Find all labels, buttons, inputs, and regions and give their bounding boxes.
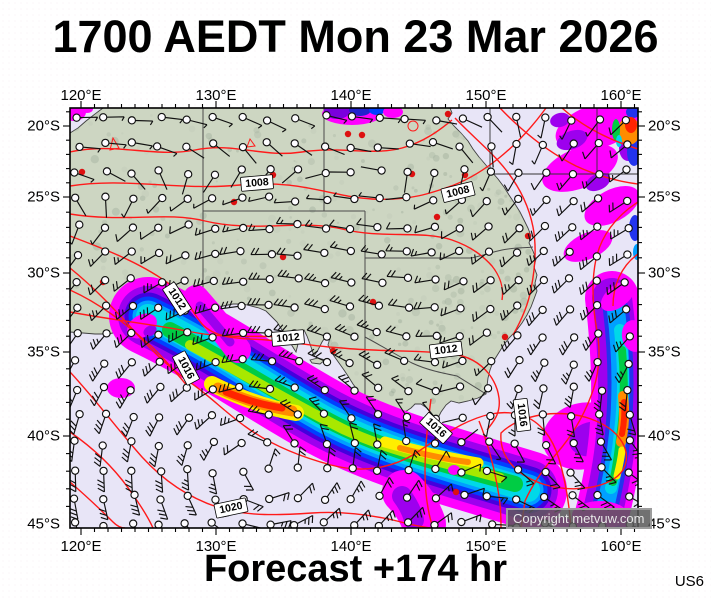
svg-text:1020: 1020 [218, 500, 243, 517]
svg-text:1008: 1008 [245, 176, 269, 190]
svg-text:160°E: 160°E [600, 87, 641, 104]
isobar-label: 1016 [512, 397, 532, 433]
svg-text:160°E: 160°E [600, 538, 641, 555]
region-code: US6 [674, 573, 704, 590]
svg-text:40°S: 40°S [648, 428, 681, 445]
svg-text:140°E: 140°E [330, 87, 371, 104]
svg-text:150°E: 150°E [465, 87, 506, 104]
svg-text:1012: 1012 [276, 331, 300, 345]
svg-text:45°S: 45°S [27, 516, 60, 533]
svg-text:25°S: 25°S [27, 189, 60, 206]
isobar-label: 1008 [440, 181, 476, 203]
svg-text:30°S: 30°S [648, 265, 681, 282]
svg-text:45°S: 45°S [648, 516, 681, 533]
forecast-hour-label: Forecast +174 hr [203, 548, 508, 590]
svg-text:35°S: 35°S [648, 344, 681, 361]
svg-text:40°S: 40°S [27, 428, 60, 445]
svg-text:1012: 1012 [434, 343, 459, 358]
svg-text:1016: 1016 [515, 403, 530, 428]
axis-labels: 120°E 120°E 130°E 130°E 140°E 140°E 150°E 150°E… [27, 87, 680, 555]
svg-text:35°S: 35°S [27, 344, 60, 361]
svg-text:130°E: 130°E [195, 538, 236, 555]
svg-text:20°S: 20°S [648, 118, 681, 135]
svg-text:150°E: 150°E [465, 538, 506, 555]
page-title: 1700 AEDT Mon 23 Mar 2026 [52, 11, 659, 62]
svg-text:140°E: 140°E [330, 538, 371, 555]
copyright-watermark: Copyright metvuw.com [506, 508, 652, 529]
svg-text:120°E: 120°E [60, 87, 101, 104]
state-borders [202, 108, 534, 403]
svg-text:1008: 1008 [445, 183, 471, 200]
svg-text:130°E: 130°E [195, 87, 236, 104]
isobar-label: 1020 [213, 497, 249, 519]
isobar-label: 1012 [428, 340, 464, 360]
svg-text:120°E: 120°E [60, 538, 101, 555]
svg-text:20°S: 20°S [27, 118, 60, 135]
map-frame [69, 107, 639, 529]
svg-text:25°S: 25°S [648, 189, 681, 206]
isobar-label: 1012 [271, 329, 305, 347]
isobar-label: 1008 [240, 174, 274, 192]
axis-ticks [63, 101, 645, 535]
wind-barbs-layer [70, 111, 638, 528]
precipitation-layer [70, 108, 638, 528]
svg-text:30°S: 30°S [27, 265, 60, 282]
